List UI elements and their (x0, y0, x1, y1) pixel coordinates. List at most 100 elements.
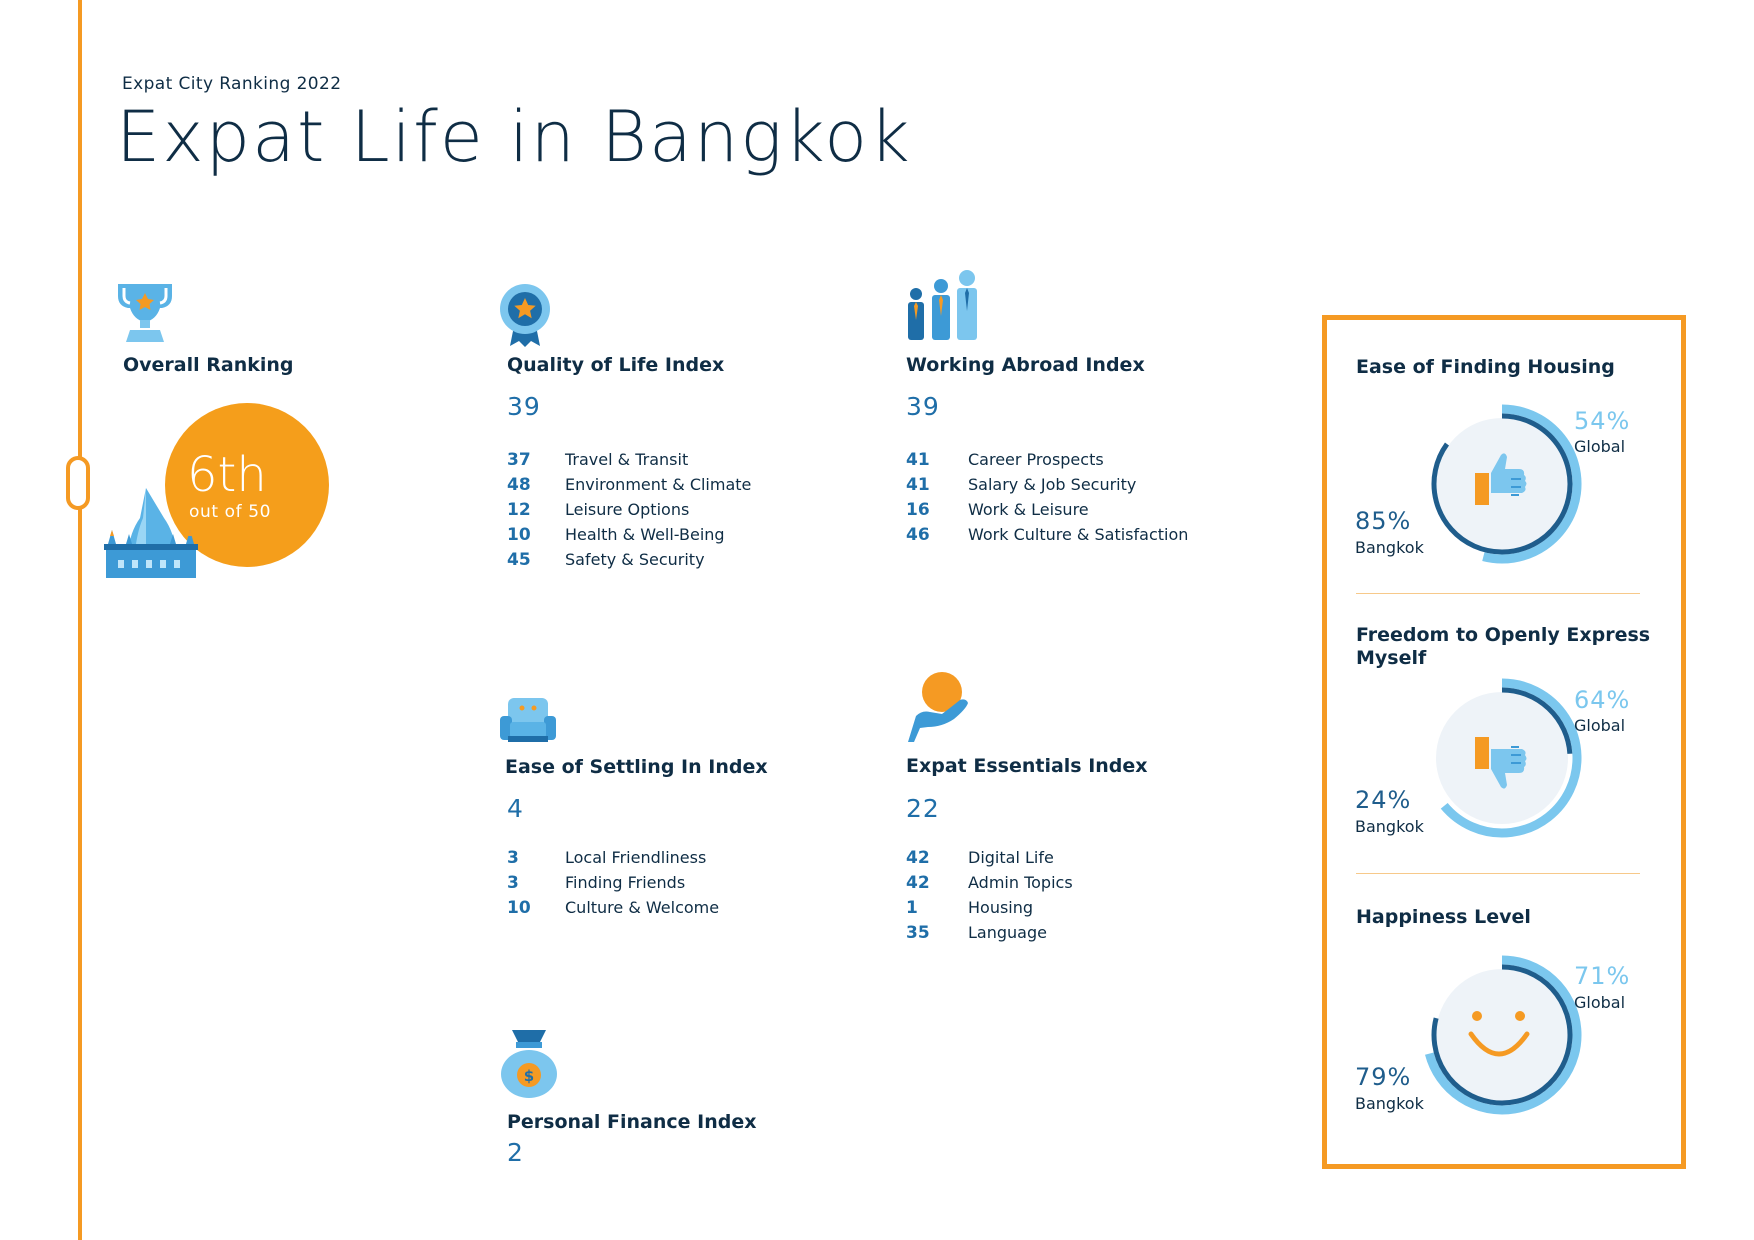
local-ring (1431, 413, 1573, 555)
hand-coin-icon (908, 672, 968, 742)
subindex-rank: 41 (906, 474, 930, 495)
subindex-rank: 41 (906, 449, 930, 470)
subindex-label: Salary & Job Security (968, 475, 1137, 494)
happiness-global-pct: 71% (1574, 962, 1631, 990)
subindex-label: Health & Well-Being (565, 525, 725, 544)
expat-essentials-score: 22 (906, 794, 940, 823)
list-item: 12 Leisure Options (507, 497, 751, 522)
freedom-title: Freedom to Openly Express Myself (1356, 624, 1650, 670)
subindex-rank: 45 (507, 549, 531, 570)
subindex-rank: 1 (906, 897, 918, 918)
freedom-title-line2: Myself (1356, 647, 1427, 669)
subindex-label: Environment & Climate (565, 475, 752, 494)
subindex-label: Safety & Security (565, 550, 705, 569)
list-item: 41 Career Prospects (906, 447, 1188, 472)
expat-essentials-title: Expat Essentials Index (906, 755, 1148, 777)
global-ring (1425, 955, 1582, 1115)
local-ring (1431, 964, 1573, 1106)
money-bag-icon: $ (501, 1030, 557, 1098)
subindex-rank: 42 (906, 847, 930, 868)
list-item: 35 Language (906, 920, 1073, 945)
list-item: 45 Safety & Security (507, 547, 751, 572)
freedom-global-pct: 64% (1574, 686, 1631, 714)
freedom-global-label: Global (1574, 716, 1626, 735)
settling-in-score: 4 (507, 794, 524, 823)
local-ring (1501, 687, 1573, 754)
freedom-donut (1436, 678, 1582, 838)
panel-divider (1356, 873, 1640, 874)
list-item: 1 Housing (906, 895, 1073, 920)
subindex-rank: 42 (906, 872, 930, 893)
subindex-label: Work Culture & Satisfaction (968, 525, 1189, 544)
list-item: 16 Work & Leisure (906, 497, 1188, 522)
page-title: Expat Life in Bangkok (116, 96, 912, 178)
subindex-label: Leisure Options (565, 500, 690, 519)
overall-rank-outof: out of 50 (189, 502, 272, 522)
freedom-title-line1: Freedom to Openly Express (1356, 624, 1651, 646)
business-people-icon (908, 270, 977, 340)
happiness-global-label: Global (1574, 993, 1626, 1012)
smiley-icon (1468, 1011, 1530, 1057)
housing-donut (1431, 404, 1582, 564)
subindex-label: Housing (968, 898, 1034, 917)
temple-icon (104, 488, 198, 578)
overall-rank-value: 6th (187, 447, 267, 503)
quality-of-life-list: 37 Travel & Transit 48 Environment & Clima… (507, 447, 751, 572)
timeline-marker (66, 456, 90, 510)
settling-in-list: 3 Local Friendliness 3 Finding Friends 10 C… (507, 845, 719, 920)
subindex-label: Admin Topics (968, 873, 1073, 892)
list-item: 46 Work Culture & Satisfaction (906, 522, 1188, 547)
happiness-title: Happiness Level (1356, 906, 1531, 928)
thumbs-up-icon (1475, 453, 1527, 505)
list-item: 42 Admin Topics (906, 870, 1073, 895)
survey-panel (1322, 315, 1686, 1169)
list-item: 37 Travel & Transit (507, 447, 751, 472)
housing-global-label: Global (1574, 437, 1626, 456)
housing-global-pct: 54% (1574, 407, 1631, 435)
subindex-rank: 10 (507, 897, 531, 918)
subindex-label: Work & Leisure (968, 500, 1089, 519)
quality-of-life-title: Quality of Life Index (507, 354, 725, 376)
list-item: 48 Environment & Climate (507, 472, 751, 497)
subindex-rank: 16 (906, 499, 930, 520)
housing-local-pct: 85% (1355, 507, 1412, 535)
settling-in-title: Ease of Settling In Index (505, 756, 768, 778)
list-item: 41 Salary & Job Security (906, 472, 1188, 497)
subindex-label: Culture & Welcome (565, 898, 720, 917)
housing-local-label: Bangkok (1355, 538, 1424, 557)
subindex-rank: 48 (507, 474, 531, 495)
happiness-local-pct: 79% (1355, 1063, 1412, 1091)
subindex-rank: 12 (507, 499, 531, 520)
personal-finance-score: 2 (507, 1138, 524, 1167)
subindex-label: Finding Friends (565, 873, 686, 892)
trophy-icon (118, 284, 172, 342)
subindex-rank: 3 (507, 872, 519, 893)
subindex-rank: 46 (906, 524, 930, 545)
subindex-label: Travel & Transit (565, 450, 689, 469)
happiness-donut (1425, 955, 1582, 1115)
list-item: 3 Finding Friends (507, 870, 719, 895)
thumbs-down-icon (1475, 737, 1527, 789)
armchair-icon (500, 698, 556, 742)
global-ring (1440, 678, 1582, 838)
overall-ranking-label: Overall Ranking (123, 354, 294, 376)
subindex-rank: 37 (507, 449, 531, 470)
happiness-local-label: Bangkok (1355, 1094, 1424, 1113)
timeline-line (78, 0, 82, 1240)
subindex-label: Career Prospects (968, 450, 1104, 469)
freedom-local-pct: 24% (1355, 786, 1412, 814)
subindex-rank: 3 (507, 847, 519, 868)
expat-essentials-list: 42 Digital Life 42 Admin Topics 1 Housing 3… (906, 845, 1073, 945)
quality-of-life-score: 39 (507, 392, 541, 421)
list-item: 3 Local Friendliness (507, 845, 719, 870)
subindex-label: Language (968, 923, 1047, 942)
working-abroad-title: Working Abroad Index (906, 354, 1145, 376)
page-subtitle: Expat City Ranking 2022 (122, 74, 342, 94)
global-ring (1482, 404, 1582, 564)
working-abroad-score: 39 (906, 392, 940, 421)
subindex-label: Digital Life (968, 848, 1054, 867)
housing-title: Ease of Finding Housing (1356, 356, 1615, 378)
list-item: 10 Health & Well-Being (507, 522, 751, 547)
panel-divider (1356, 593, 1640, 594)
list-item: 10 Culture & Welcome (507, 895, 719, 920)
